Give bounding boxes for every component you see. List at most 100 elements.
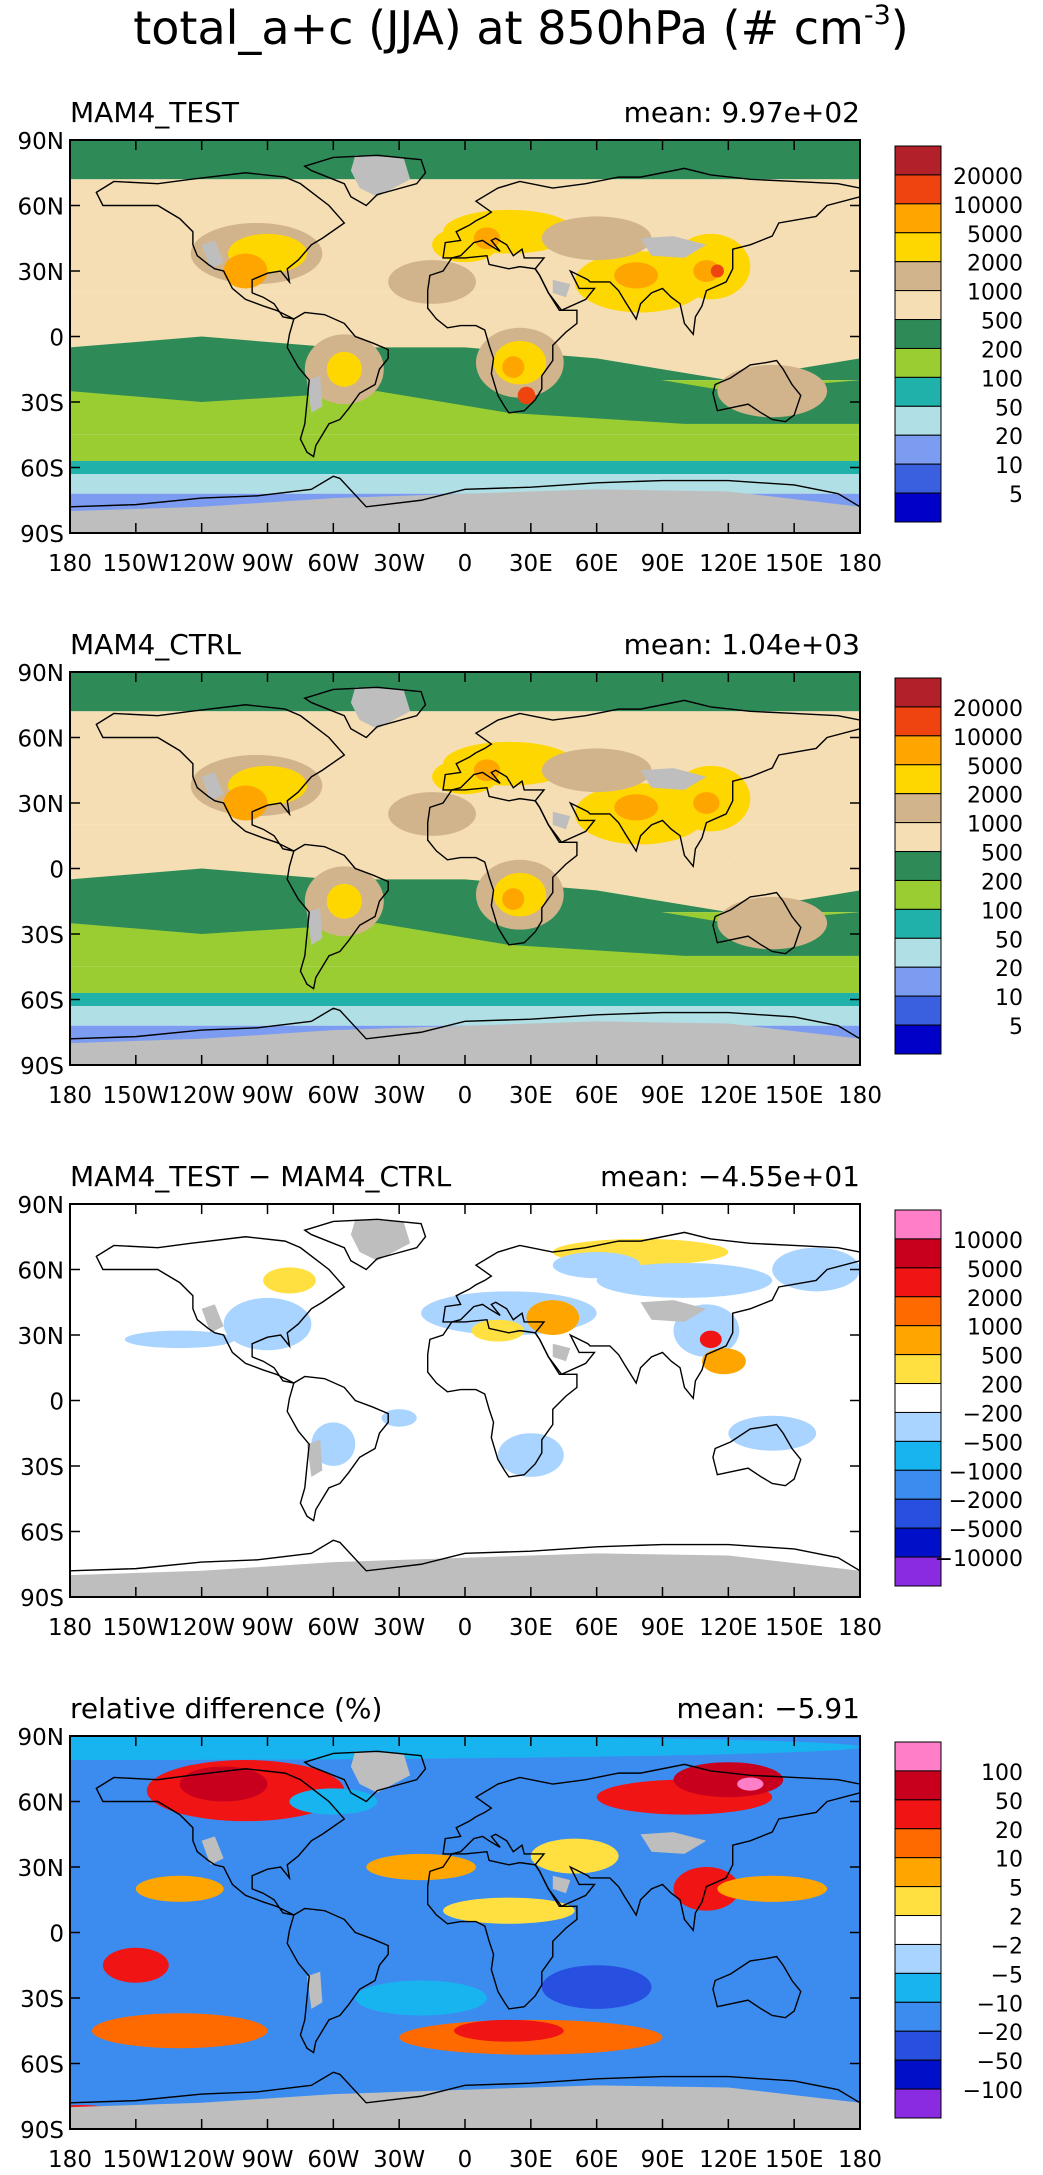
coastline-australia	[712, 1955, 802, 2019]
colorbar-label: 500	[981, 1345, 1023, 1370]
colorbar-label: −200	[963, 1402, 1023, 1427]
colorbar-label: 20	[995, 1819, 1023, 1844]
panel-mean: mean: 9.97e+02	[624, 96, 860, 129]
field-hotspot	[517, 386, 536, 405]
colorbar-swatch	[894, 822, 942, 853]
y-tick-label: 90N	[18, 661, 64, 687]
coastline-eurasia	[442, 699, 860, 869]
colorbar-label: −20	[977, 2021, 1023, 2046]
x-tick-label: 120E	[699, 1615, 757, 1641]
field-blob	[135, 1875, 224, 1902]
colorbar-label: 5	[1009, 1877, 1023, 1902]
field-blob	[530, 1838, 619, 1874]
coastlines	[70, 1218, 860, 1572]
x-tick-label: 90E	[641, 1083, 685, 1109]
coastline-antarctica	[70, 475, 860, 508]
x-axis: 180 150W 120W 90W 60W 30W 0 30E 60E 90E 120E 150E 18…	[48, 1736, 882, 2173]
colorbar-swatch	[894, 851, 942, 881]
missing-data-region	[307, 375, 323, 413]
x-tick-label: 120E	[699, 2147, 757, 2173]
colorbar-label: 100	[981, 367, 1023, 392]
colorbar-label: −10	[977, 1992, 1023, 2017]
figure-title-superscript: -3	[864, 0, 891, 31]
field-blob	[443, 1897, 575, 1924]
colorbar-swatch	[894, 764, 942, 795]
missing-data-region	[70, 1553, 860, 1597]
x-tick-label: 0	[458, 551, 473, 577]
map-field	[70, 1736, 860, 2129]
x-tick-label: 180	[838, 1083, 882, 1109]
missing-data-region	[640, 768, 707, 790]
coastline-australia	[712, 891, 802, 955]
y-axis: 90N 60N 30N 0 30S 60S 90S	[18, 661, 860, 1080]
missing-data-region	[350, 1219, 411, 1261]
colorbar-label: 10000	[953, 194, 1023, 219]
field-blob	[179, 1766, 268, 1802]
x-tick-label: 30E	[509, 551, 553, 577]
colorbar-label: −500	[963, 1431, 1023, 1456]
field-blob	[699, 1330, 722, 1349]
coastline-australia	[712, 1423, 802, 1487]
colorbar-swatch	[894, 735, 942, 766]
colorbar-swatch	[894, 1440, 942, 1471]
colorbar-swatch	[894, 492, 942, 523]
coastline-antarctica	[70, 2071, 860, 2104]
y-tick-label: 30N	[18, 1324, 64, 1350]
missing-data-region	[307, 1971, 323, 2009]
field-blob	[263, 1267, 316, 1294]
colorbar-label: 2000	[967, 784, 1023, 809]
coastline-samerica	[286, 311, 389, 458]
map-field	[70, 672, 860, 1065]
y-tick-label: 90S	[20, 522, 64, 548]
field-blob	[366, 1853, 476, 1881]
y-tick-label: 90S	[20, 1586, 64, 1612]
x-tick-label: 90E	[641, 2147, 685, 2173]
x-tick-label: 60W	[307, 551, 359, 577]
colorbar-swatch	[894, 1915, 942, 1945]
y-tick-label: 30S	[20, 1455, 64, 1481]
colorbar-swatch	[894, 1354, 942, 1385]
colorbar-label: 1000	[967, 1316, 1023, 1341]
colorbar-swatch	[894, 966, 942, 997]
field-hotspot	[710, 264, 724, 278]
colorbar-swatch	[894, 1799, 942, 1830]
field-band	[70, 1006, 860, 1026]
colorbar-swatch	[894, 1943, 942, 1974]
x-tick-label: 120W	[168, 1083, 235, 1109]
y-tick-label: 60N	[18, 727, 64, 753]
field-blob	[717, 1875, 828, 1902]
colorbar-label: −10000	[935, 1547, 1023, 1572]
coastline-samerica	[286, 1907, 389, 2054]
field-blob	[91, 2013, 268, 2049]
field-contour	[70, 829, 860, 913]
y-axis: 90N 60N 30N 0 30S 60S 90S	[18, 1725, 860, 2144]
colorbar-swatch	[894, 405, 942, 436]
x-tick-label: 90E	[641, 1615, 685, 1641]
colorbar-swatch	[894, 1325, 942, 1356]
field-background	[70, 1204, 860, 1597]
colorbar: 100 50 20 10 5 2 −2 −5 −10 −20 −50 −100	[894, 1741, 1023, 2119]
colorbar-label: 100	[981, 1761, 1023, 1786]
colorbar: 20000 10000 5000 2000 1000 500 200 100 50 20 10 5	[894, 145, 1023, 523]
panel-mean: mean: 1.04e+03	[624, 628, 860, 661]
x-tick-label: 90W	[241, 551, 293, 577]
coastline-namerica	[95, 1768, 346, 1916]
coastline-australia	[712, 359, 802, 423]
x-tick-label: 30W	[373, 2147, 425, 2173]
map-field	[70, 1204, 860, 1597]
y-tick-label: 90S	[20, 2118, 64, 2144]
colorbar-swatch	[894, 1238, 942, 1269]
colorbar-swatch	[894, 2030, 942, 2061]
x-tick-label: 90E	[641, 551, 685, 577]
colorbar-swatch	[894, 879, 942, 910]
colorbar-swatch	[894, 319, 942, 349]
x-tick-label: 60E	[575, 551, 619, 577]
missing-data-region	[350, 687, 411, 729]
field-hotspot	[614, 794, 659, 821]
field-blob	[526, 1300, 580, 1335]
field-hotspot	[223, 253, 268, 289]
colorbar-label: −100	[963, 2079, 1023, 2104]
missing-data-region	[201, 772, 224, 801]
x-tick-label: 30E	[509, 1083, 553, 1109]
